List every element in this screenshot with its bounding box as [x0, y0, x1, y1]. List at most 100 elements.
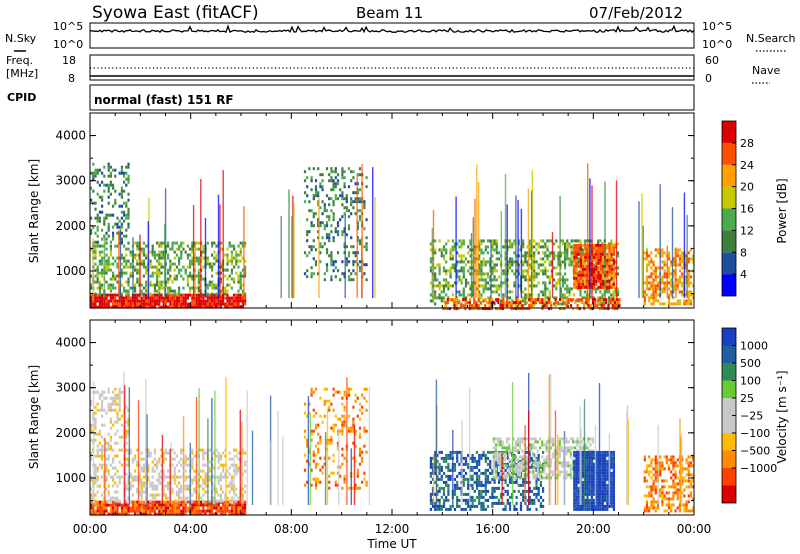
scatter-cell	[343, 480, 346, 484]
scatter-cell	[570, 257, 573, 261]
scatter-cell	[482, 284, 485, 288]
scatter-cell	[92, 509, 95, 513]
scatter-cell	[235, 463, 238, 467]
scatter-cell	[352, 245, 355, 249]
scatter-cell	[156, 466, 159, 470]
scatter-cell	[561, 251, 564, 255]
scatter-cell	[90, 509, 93, 513]
scatter-cell	[116, 299, 119, 303]
scatter-cell	[456, 486, 459, 490]
scatter-cell	[120, 299, 123, 303]
scatter-cell	[449, 275, 452, 279]
scatter-cell	[204, 305, 207, 309]
scatter-cell	[94, 481, 97, 485]
scatter-cell	[149, 283, 152, 287]
scatter-cell	[156, 296, 159, 300]
scatter-cell	[453, 269, 457, 273]
scatter-cell	[643, 299, 646, 303]
scatter-cell	[182, 512, 185, 516]
scatter-cell	[539, 483, 542, 487]
scatter-cell	[467, 480, 470, 484]
scatter-cell	[330, 188, 333, 192]
scatter-cell	[127, 247, 130, 251]
scatter-cell	[200, 299, 203, 303]
scatter-cell	[94, 256, 97, 260]
scatter-cell	[575, 279, 578, 283]
scatter-cell	[211, 262, 214, 266]
scatter-cell	[663, 290, 666, 294]
scatter-cell	[149, 481, 152, 485]
scatter-cell	[550, 301, 553, 305]
scatter-cell	[663, 263, 666, 267]
scatter-cell	[319, 224, 322, 228]
scatter-cell	[482, 483, 485, 487]
scatter-cell	[539, 480, 542, 484]
scatter-cell	[215, 271, 218, 275]
scatter-cell	[241, 472, 244, 476]
scatter-cell	[107, 499, 110, 503]
scatter-cell	[186, 475, 189, 479]
scatter-cell	[491, 504, 494, 508]
scatter-cell	[149, 280, 152, 284]
scatter-cell	[125, 292, 128, 296]
scatter-cell	[489, 263, 492, 267]
scatter-cell	[555, 254, 558, 258]
scatter-cell	[235, 466, 238, 470]
scatter-cell	[486, 468, 490, 472]
scatter-cell	[652, 281, 655, 285]
scatter-cell	[191, 463, 194, 467]
scatter-cell	[526, 260, 529, 264]
scatter-cell	[226, 500, 229, 504]
scatter-cell	[308, 411, 311, 415]
scatter-cell	[211, 299, 214, 303]
scatter-cell	[233, 293, 236, 297]
scatter-cell	[123, 234, 126, 238]
scatter-cell	[595, 267, 598, 271]
scatter-cell	[506, 483, 509, 487]
scatter-cell	[582, 285, 585, 289]
streak	[164, 188, 167, 299]
streak	[200, 179, 202, 298]
scatter-cell	[233, 256, 236, 260]
scatter-cell	[541, 304, 544, 308]
scatter-cell	[156, 299, 159, 303]
scatter-cell	[576, 307, 579, 311]
scatter-cell	[186, 244, 189, 248]
scatter-cell	[577, 243, 580, 247]
scatter-cell	[449, 453, 452, 457]
scatter-cell	[442, 480, 446, 484]
scatter-cell	[109, 165, 112, 169]
scatter-cell	[434, 450, 437, 454]
scatter-cell	[321, 236, 324, 240]
scatter-cell	[608, 302, 611, 306]
scatter-cell	[120, 283, 123, 287]
scatter-cell	[112, 512, 115, 516]
freq-label-line1: Freq.	[6, 54, 33, 67]
scatter-cell	[610, 282, 613, 286]
scatter-cell	[167, 253, 170, 257]
nsky-tick-top: 10^5	[53, 20, 83, 33]
scatter-cell	[663, 260, 666, 264]
scatter-cell	[325, 251, 329, 255]
scatter-cell	[147, 500, 150, 504]
scatter-cell	[169, 302, 172, 306]
scatter-cell	[237, 265, 240, 269]
scatter-cell	[601, 249, 604, 253]
scatter-cell	[98, 432, 101, 436]
scatter-cell	[164, 475, 167, 479]
scatter-cell	[544, 293, 547, 297]
scatter-cell	[508, 458, 511, 462]
scatter-cell	[616, 266, 619, 270]
scatter-cell	[524, 269, 527, 273]
scatter-cell	[319, 480, 322, 484]
scatter-cell	[178, 259, 181, 263]
scatter-cell	[539, 245, 542, 249]
scatter-cell	[191, 451, 194, 455]
scatter-cell	[153, 286, 156, 290]
scatter-cell	[314, 263, 318, 267]
scatter-cell	[490, 301, 493, 305]
scatter-cell	[484, 278, 487, 282]
scatter-cell	[202, 250, 205, 254]
scatter-cell	[489, 266, 492, 270]
